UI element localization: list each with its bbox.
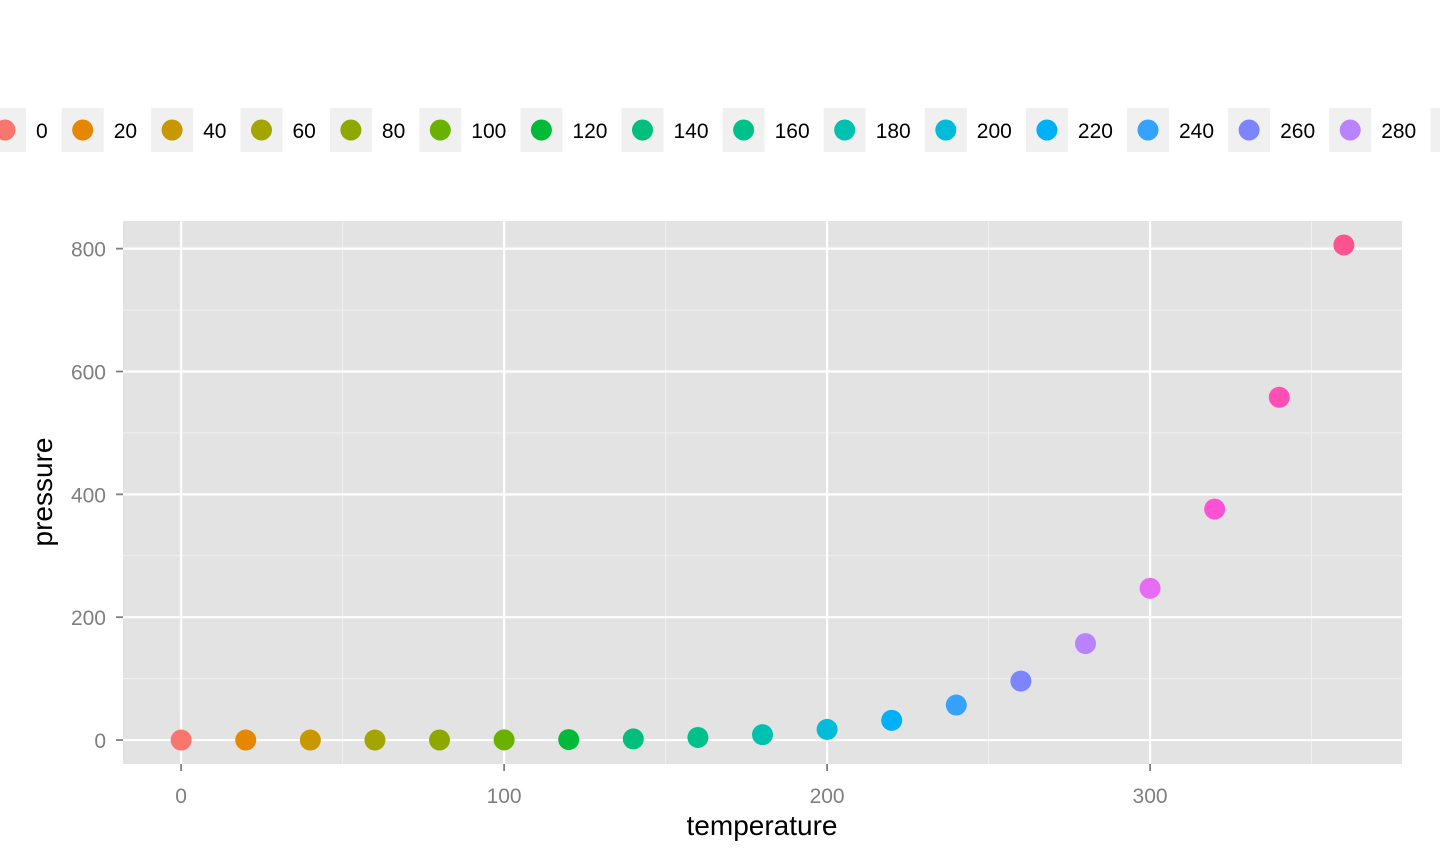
legend-item: 260	[1228, 108, 1315, 152]
axes: 0 100 200 300 0 200 400 600 800	[71, 239, 1168, 808]
legend-label: 260	[1280, 120, 1315, 143]
data-point	[1333, 234, 1355, 256]
x-tick-label: 300	[1133, 785, 1168, 808]
data-point	[1074, 633, 1096, 655]
x-tick-label: 200	[810, 785, 845, 808]
data-point	[752, 724, 773, 746]
legend-swatch	[1238, 119, 1260, 141]
data-point	[235, 729, 257, 751]
data-points	[170, 234, 1355, 751]
legend-item: 0	[0, 108, 48, 152]
legend-swatch	[429, 119, 451, 141]
legend-item: 200	[924, 108, 1012, 152]
y-tick-label: 0	[94, 730, 106, 753]
legend-swatch	[72, 119, 94, 141]
legend-swatch	[340, 119, 362, 141]
plot-panel	[123, 221, 1402, 764]
legend-item: 220	[1025, 108, 1113, 152]
legend-swatch	[834, 119, 856, 141]
legend-item: 120	[520, 108, 607, 152]
legend: 0 20 40 60 80 100 120 140 160 180 200 220 240 260 280	[0, 108, 1440, 152]
legend-swatch	[1339, 119, 1361, 141]
legend-label: 200	[977, 120, 1012, 143]
legend-swatch	[632, 119, 653, 141]
data-point	[493, 729, 515, 751]
legend-label: 100	[471, 120, 506, 143]
legend-label: 240	[1179, 120, 1214, 143]
data-point	[687, 726, 709, 748]
gridlines	[123, 221, 1402, 764]
legend-swatch	[0, 119, 16, 141]
legend-item: 80	[329, 108, 405, 152]
legend-item: 180	[823, 108, 911, 152]
y-tick-label: 200	[71, 607, 106, 630]
y-axis-title: pressure	[27, 438, 58, 547]
legend-item: 40	[151, 108, 226, 152]
legend-label: 220	[1078, 120, 1113, 143]
x-tick-label: 100	[487, 785, 522, 808]
data-point	[816, 718, 838, 740]
legend-swatch	[1137, 119, 1159, 141]
legend-swatch	[935, 119, 957, 141]
legend-key	[1430, 108, 1440, 152]
data-point	[622, 728, 644, 750]
data-point	[429, 729, 451, 751]
legend-label: 160	[775, 120, 810, 143]
legend-label: 0	[36, 120, 48, 143]
data-point	[1204, 498, 1226, 520]
legend-item: 280	[1329, 108, 1416, 152]
data-point	[881, 709, 903, 731]
data-point	[1010, 670, 1032, 692]
data-point	[945, 694, 967, 716]
legend-label: 60	[293, 120, 316, 143]
legend-item: 100	[419, 108, 506, 152]
legend-item	[1430, 108, 1440, 152]
data-point	[1139, 577, 1161, 599]
legend-label: 140	[674, 120, 709, 143]
legend-label: 180	[876, 120, 911, 143]
legend-swatch	[161, 119, 183, 141]
legend-label: 20	[114, 120, 137, 143]
x-axis-title: temperature	[687, 810, 838, 841]
legend-swatch	[530, 119, 552, 141]
legend-label: 280	[1381, 120, 1416, 143]
legend-label: 80	[382, 120, 405, 143]
y-tick-label: 800	[71, 239, 106, 262]
data-point	[1268, 386, 1290, 408]
legend-item: 160	[722, 108, 810, 152]
legend-item: 60	[240, 108, 316, 152]
data-point	[558, 729, 580, 751]
legend-item: 240	[1127, 108, 1214, 152]
legend-item: 20	[61, 108, 137, 152]
legend-item: 140	[621, 108, 709, 152]
y-tick-label: 400	[71, 484, 106, 507]
y-tick-label: 600	[71, 361, 106, 384]
data-point	[170, 729, 192, 751]
legend-swatch	[1036, 119, 1058, 141]
legend-swatch	[733, 119, 755, 141]
data-point	[299, 729, 321, 751]
data-point	[364, 729, 386, 751]
legend-label: 120	[572, 120, 607, 143]
x-tick-label: 0	[175, 785, 187, 808]
legend-label: 40	[203, 120, 226, 143]
legend-swatch	[251, 119, 272, 141]
